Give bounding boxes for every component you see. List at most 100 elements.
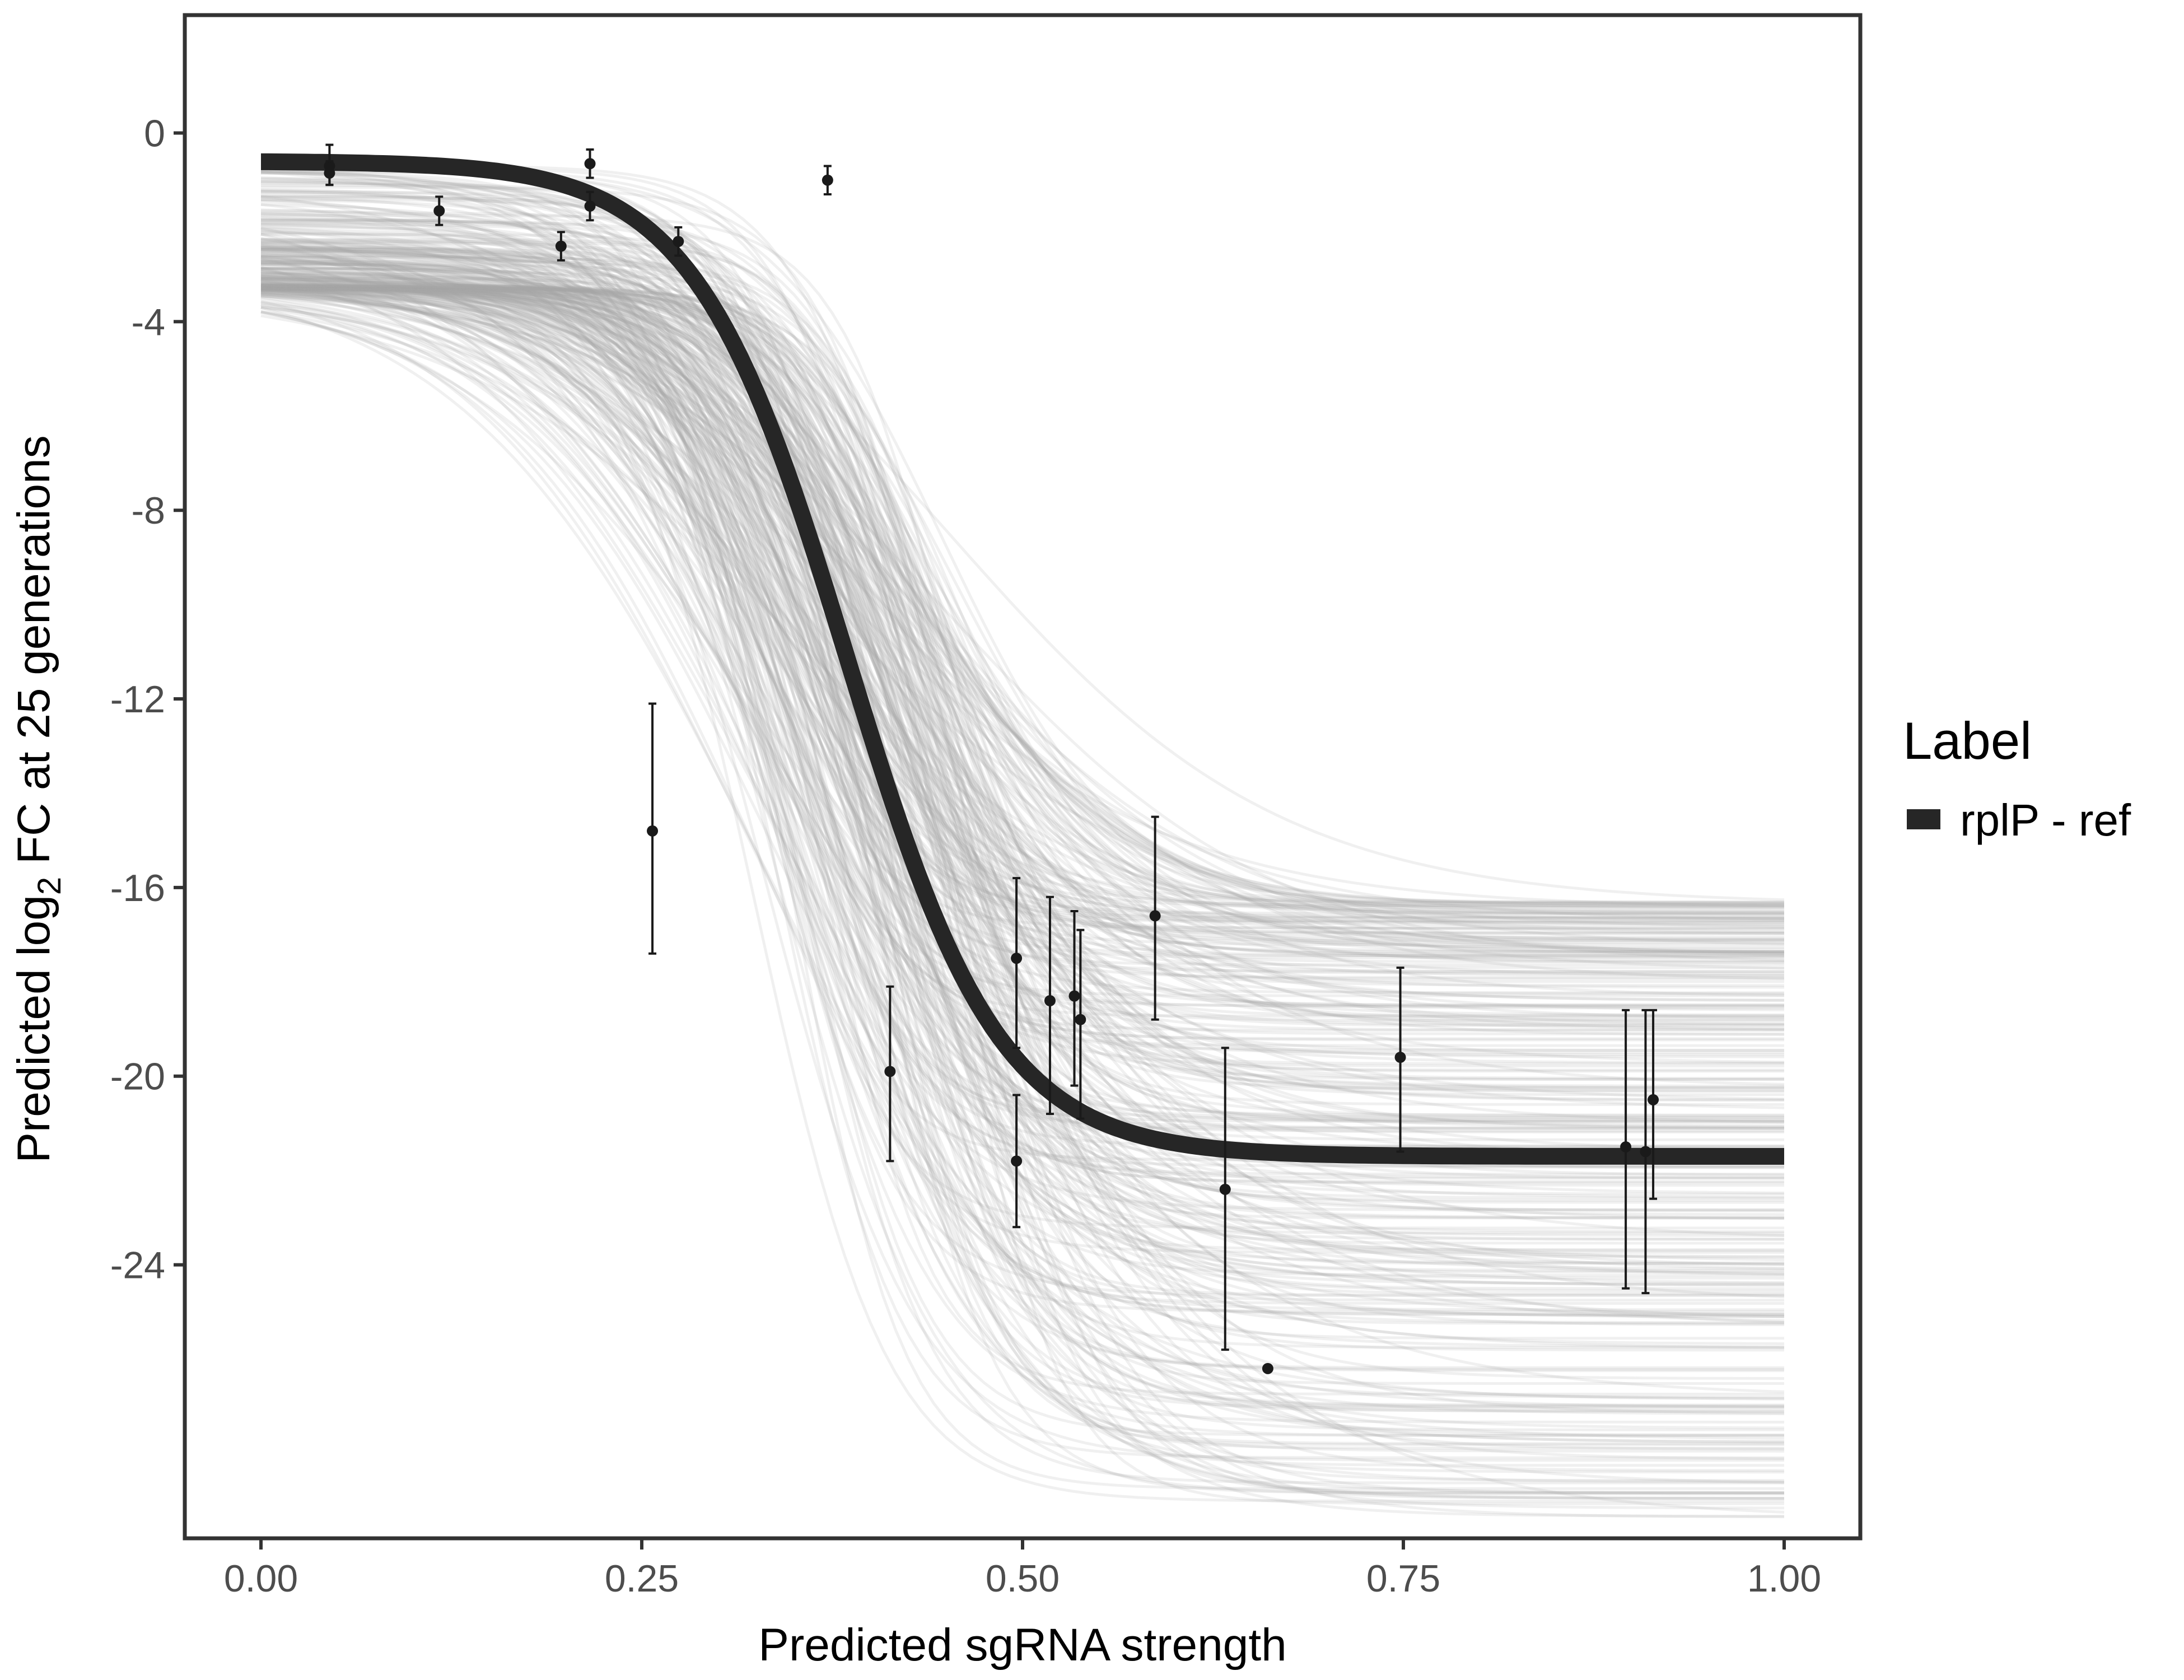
posterior-draw-line	[261, 277, 1784, 1295]
posterior-draw-line	[260, 195, 1785, 1266]
posterior-draw-line	[260, 226, 1785, 1101]
data-point	[1068, 910, 1080, 1087]
posterior-draw-line	[260, 252, 1784, 969]
posterior-draw-line	[261, 240, 1784, 1168]
posterior-draw-line	[261, 286, 1784, 995]
posterior-draw-line	[261, 256, 1784, 1056]
posterior-draw-line	[261, 251, 1784, 1179]
posterior-draw-line	[260, 194, 1784, 1040]
posterior-draw-line	[260, 203, 1785, 914]
posterior-draw-line	[261, 284, 1784, 1290]
x-tick-label: 0.50	[986, 1557, 1060, 1600]
posterior-draw-line	[260, 171, 1785, 902]
posterior-draw-line	[260, 292, 1785, 954]
y-axis-title-prefix: Predicted log	[8, 895, 59, 1163]
point-marker	[884, 1066, 896, 1077]
posterior-draw-line	[260, 287, 1784, 1254]
posterior-draw-line	[260, 292, 1785, 1318]
posterior-draw-line	[260, 263, 1784, 1219]
posterior-draw-line	[261, 261, 1784, 923]
posterior-draw-line	[260, 203, 1785, 946]
legend: Label rplP - ref	[1903, 711, 2131, 845]
data-point	[584, 148, 596, 179]
point-marker	[1262, 1362, 1273, 1374]
posterior-draw-line	[261, 287, 1784, 1482]
posterior-draw-line	[260, 277, 1784, 987]
data-point	[1640, 1009, 1651, 1295]
posterior-draw-line	[260, 181, 1784, 1230]
posterior-draw-line	[260, 212, 1784, 1373]
point-marker	[1011, 953, 1023, 964]
posterior-draw-line	[261, 247, 1784, 1117]
posterior-draw-line	[261, 286, 1784, 1494]
posterior-draw-line	[260, 287, 1784, 1408]
posterior-draw-line	[260, 232, 1784, 1348]
posterior-draw-line	[260, 283, 1784, 930]
posterior-draw-line	[260, 253, 1784, 942]
posterior-draw-line	[260, 273, 1785, 934]
data-point	[584, 190, 596, 222]
posterior-draw-line	[261, 283, 1784, 963]
posterior-draw-line	[260, 223, 1784, 1399]
posterior-draw-line	[261, 246, 1784, 1467]
posterior-draw-line	[261, 285, 1784, 1168]
posterior-draw-line	[260, 288, 1784, 1081]
posterior-draw-line	[260, 253, 1784, 1474]
y-axis-title-subscript: 2	[31, 877, 68, 895]
posterior-draw-line	[260, 283, 1784, 931]
posterior-draw-line	[260, 200, 1784, 1016]
posterior-draw-line	[260, 300, 1784, 1287]
posterior-draw-line	[260, 286, 1784, 1032]
posterior-draw-line	[260, 167, 1784, 1494]
posterior-draw-line	[260, 276, 1784, 1019]
y-axis-title-suffix: FC at 25 generations	[8, 435, 59, 877]
posterior-draw-line	[260, 287, 1784, 1021]
posterior-draw-line	[261, 221, 1784, 1169]
posterior-draw-line	[260, 289, 1784, 1093]
posterior-draw-line	[260, 292, 1785, 980]
posterior-draw-line	[260, 283, 1785, 928]
posterior-draw-line	[260, 286, 1784, 1147]
posterior-draw-line	[260, 246, 1784, 1298]
posterior-draw-line	[260, 249, 1784, 1274]
data-point	[822, 165, 833, 195]
posterior-draw-line	[260, 287, 1784, 1010]
posterior-draw-line	[260, 286, 1784, 1121]
posterior-draw-line	[260, 244, 1784, 1292]
posterior-draw-line	[261, 287, 1784, 1396]
posterior-draw-line	[260, 287, 1784, 1437]
posterior-draw-line	[260, 208, 1784, 1316]
posterior-draw-line	[260, 292, 1784, 925]
posterior-draw-line	[261, 248, 1784, 1445]
posterior-draw-line	[260, 216, 1784, 1212]
data-points	[324, 143, 1659, 1374]
posterior-draw-line	[260, 246, 1784, 1424]
y-axis: 0 -4 -8 -12 -16 -20 -24	[110, 113, 185, 1287]
posterior-draw-line	[261, 246, 1784, 1007]
posterior-draw-line	[260, 178, 1784, 1431]
posterior-draw-line	[260, 289, 1785, 1519]
posterior-draw-line	[260, 267, 1785, 1484]
posterior-draw-line	[260, 228, 1785, 989]
posterior-draw-line	[260, 284, 1785, 953]
posterior-draw-line	[261, 287, 1784, 1241]
posterior-draw-line	[260, 250, 1785, 914]
posterior-draw-line	[261, 285, 1784, 907]
x-axis: 0.00 0.25 0.50 0.75 1.00	[224, 1538, 1821, 1600]
posterior-draw-line	[260, 289, 1784, 909]
x-tick-label: 0.75	[1366, 1557, 1440, 1600]
posterior-draw-line	[261, 254, 1784, 904]
posterior-draw-line	[260, 273, 1784, 915]
posterior-draw-line	[260, 220, 1784, 944]
posterior-draw-line	[260, 288, 1785, 1453]
posterior-draw-line	[260, 266, 1784, 1313]
posterior-draw-line	[260, 283, 1784, 1318]
point-marker	[1640, 1146, 1651, 1158]
posterior-draw-line	[260, 258, 1785, 1262]
posterior-draw-line	[260, 195, 1784, 1237]
posterior-draw-line	[260, 295, 1785, 908]
data-point	[1044, 895, 1056, 1116]
posterior-draw-line	[260, 198, 1785, 977]
posterior-draw-line	[260, 305, 1785, 1124]
